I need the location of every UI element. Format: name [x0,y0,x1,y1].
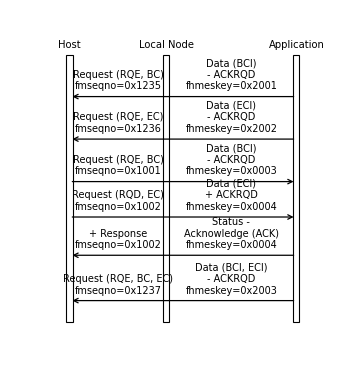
Text: Request (RQE, BC)
fmseqno=0x1001: Request (RQE, BC) fmseqno=0x1001 [72,155,164,177]
Text: Application: Application [268,40,325,50]
Text: Host: Host [58,40,81,50]
Text: Status -
Acknowledge (ACK)
fhmeskey=0x0004: Status - Acknowledge (ACK) fhmeskey=0x00… [184,217,279,250]
Bar [293,56,300,322]
Text: Data (ECI)
- ACKRQD
fhmeskey=0x2002: Data (ECI) - ACKRQD fhmeskey=0x2002 [185,101,277,134]
Text: Request (RQE, BC)
fmseqno=0x1235: Request (RQE, BC) fmseqno=0x1235 [72,70,164,92]
Text: Data (ECI)
+ ACKRQD
fhmeskey=0x0004: Data (ECI) + ACKRQD fhmeskey=0x0004 [186,179,277,212]
Text: Local Node: Local Node [139,40,194,50]
Text: Data (BCI)
- ACKRQD
fhmeskey=0x0003: Data (BCI) - ACKRQD fhmeskey=0x0003 [186,143,277,177]
Text: Data (BCI)
- ACKRQD
fhmeskey=0x2001: Data (BCI) - ACKRQD fhmeskey=0x2001 [185,58,277,92]
Text: Data (BCI, ECI)
- ACKRQD
fhmeskey=0x2003: Data (BCI, ECI) - ACKRQD fhmeskey=0x2003 [185,262,277,296]
Text: Request (RQE, EC)
fmseqno=0x1236: Request (RQE, EC) fmseqno=0x1236 [73,112,163,134]
Text: Request (RQD, EC)
fmseqno=0x1002: Request (RQD, EC) fmseqno=0x1002 [72,190,164,212]
Text: + Response
fmseqno=0x1002: + Response fmseqno=0x1002 [75,229,161,250]
Bar [66,56,72,322]
Text: Request (RQE, BC, EC)
fmseqno=0x1237: Request (RQE, BC, EC) fmseqno=0x1237 [63,274,173,296]
Bar [163,56,170,322]
